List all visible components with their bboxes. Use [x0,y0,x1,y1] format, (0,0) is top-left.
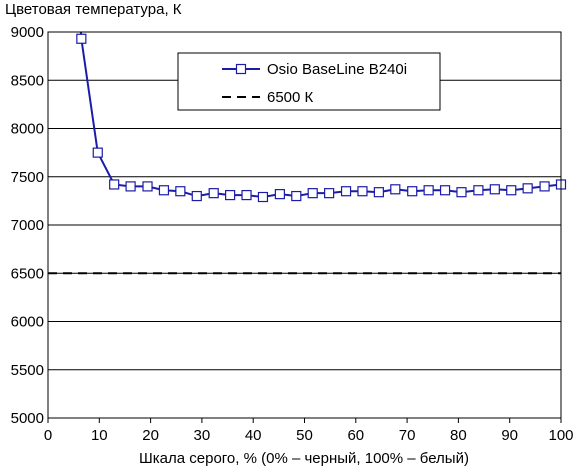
data-point [340,186,352,197]
y-tick-label: 8500 [11,72,44,89]
y-tick-label: 7000 [11,217,44,234]
y-tick-labels: 5000 5500 6000 6500 7000 7500 8000 8500 9000 [11,24,44,427]
y-tick-label: 7500 [11,169,44,186]
data-point [191,190,202,202]
x-tick-label: 40 [245,427,262,444]
data-point [489,184,500,195]
data-point [506,185,517,196]
data-point [439,185,451,196]
y-tick-label: 8000 [11,121,44,138]
legend-box [177,52,441,111]
data-point [257,191,269,203]
x-tick-label: 0 [44,427,52,444]
data-point [142,181,153,192]
legend-marker-series-1 [235,63,247,75]
data-point [225,189,236,201]
legend: Osio BaseLine B240i 6500 К [177,52,441,111]
y-axis-label: Цветовая температура, К [5,1,182,18]
series-layer [48,32,567,275]
data-point [158,185,170,196]
data-point [274,189,285,200]
data-point [407,186,418,197]
data-point [125,181,136,192]
data-point [456,187,467,198]
data-point [208,188,219,199]
data-point [357,186,368,197]
y-tick-label: 9000 [11,24,44,41]
data-point [76,33,87,44]
x-tick-label: 10 [91,427,108,444]
x-tick-label: 60 [347,427,364,444]
data-point [539,181,550,192]
data-point [307,188,318,199]
x-tick-label: 80 [450,427,467,444]
data-point [241,189,252,201]
data-point [373,187,384,198]
y-tick-label: 6000 [11,314,44,331]
legend-label-series-1: Osio BaseLine B240i [267,61,407,78]
data-point [291,190,302,202]
y-tick-label: 5500 [11,362,44,379]
legend-label-series-2: 6500 К [267,89,314,106]
x-tick-label: 30 [194,427,211,444]
x-tick-label: 100 [548,427,573,444]
data-point [324,188,335,199]
data-point [109,179,120,190]
y-tick-label: 6500 [11,265,44,282]
data-point [423,185,434,196]
data-point [390,184,401,195]
x-tick-label: 20 [142,427,159,444]
x-tick-label: 70 [399,427,416,444]
data-point [175,186,186,197]
data-point [522,183,533,194]
x-tick-label: 90 [501,427,518,444]
x-axis-label: Шкала серого, % (0% – черный, 100% – бел… [139,450,469,467]
plot-frame [47,31,562,419]
data-point [473,185,484,196]
x-tick-label: 50 [296,427,313,444]
y-tick-label: 5000 [11,410,44,427]
x-tick-labels: 0 10 20 30 40 50 60 70 80 90 100 [44,427,574,444]
data-point [92,147,103,158]
